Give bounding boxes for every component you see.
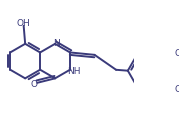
- Text: O: O: [174, 49, 179, 58]
- Text: N: N: [53, 39, 60, 48]
- Text: O: O: [31, 79, 38, 88]
- Text: NH: NH: [67, 66, 81, 75]
- Text: O: O: [174, 84, 179, 93]
- Text: OH: OH: [16, 19, 30, 28]
